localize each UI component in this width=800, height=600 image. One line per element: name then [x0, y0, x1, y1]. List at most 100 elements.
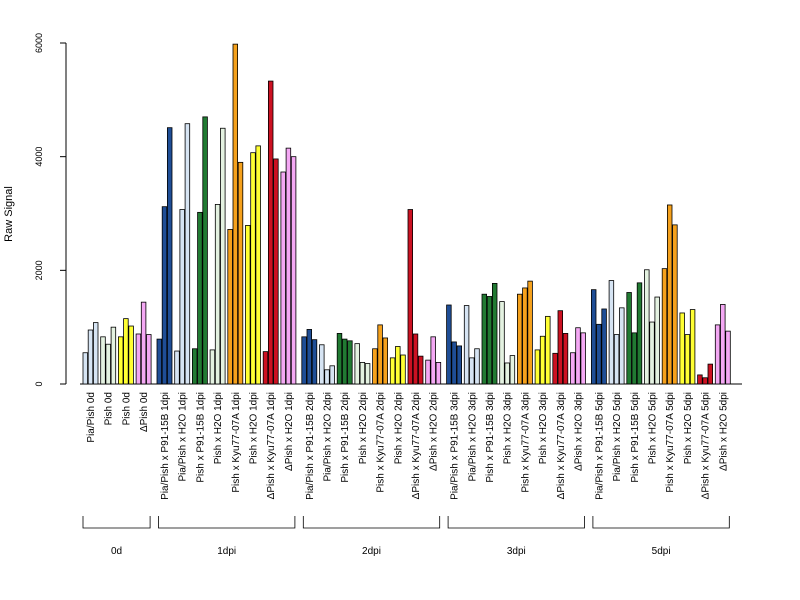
- bar: [166, 127, 173, 385]
- y-axis-label: Raw Signal: [3, 186, 15, 242]
- category-label: Pish 0d: [104, 392, 115, 425]
- bar: [509, 355, 516, 385]
- bar: [654, 296, 660, 385]
- group-brackets: 0d 1dpi 2dpi 3dpi 5dpi: [82, 516, 730, 557]
- bar: [87, 329, 94, 385]
- bar: [412, 333, 419, 385]
- bar: [486, 296, 493, 385]
- bar: [446, 304, 452, 385]
- bar: [491, 282, 498, 385]
- bar: [197, 211, 203, 385]
- bar: [522, 287, 528, 385]
- bar: [161, 206, 168, 385]
- bar: [517, 293, 523, 385]
- bar: [82, 352, 88, 385]
- bar: [504, 362, 510, 385]
- bar: [301, 336, 307, 385]
- bar: [725, 330, 731, 385]
- group-bracket: [158, 516, 296, 529]
- category-label: ΔPish x H2O 3dpi: [574, 392, 585, 471]
- bar: [596, 323, 602, 385]
- bar: [377, 324, 383, 385]
- bar: [469, 357, 475, 385]
- bar: [184, 123, 191, 385]
- bar: [273, 158, 279, 385]
- category-label: Pish x H2O 1dpi: [213, 392, 224, 464]
- category-label: Pish 0d: [121, 392, 132, 425]
- bar: [336, 333, 343, 385]
- bar: [626, 292, 632, 385]
- bar: [237, 161, 244, 385]
- category-label: Pish x H2O 1dpi: [249, 392, 260, 464]
- bar: [400, 354, 406, 385]
- bar: [135, 333, 142, 385]
- bar: [128, 325, 134, 385]
- bar: [214, 204, 221, 385]
- bar: [306, 329, 312, 385]
- category-label: Pish x H2O 3dpi: [538, 392, 549, 464]
- group-bracket: [592, 516, 730, 529]
- category-label: Pia/Pish x P91-15B 1dpi: [160, 392, 171, 500]
- category-label: Pish x H2O 5dpi: [648, 392, 659, 464]
- bar: [232, 43, 238, 385]
- bar: [539, 335, 546, 385]
- bar: [372, 348, 378, 385]
- bar: [347, 340, 353, 385]
- bar: [123, 318, 129, 385]
- bar: [702, 377, 708, 385]
- category-label: Pia/Pish x P91-15B 2dpi: [305, 392, 316, 500]
- y-axis: 0 2000 4000 6000: [34, 33, 67, 387]
- group-label: 5dpi: [652, 546, 671, 557]
- bar: [255, 145, 261, 385]
- bar: [499, 301, 505, 385]
- category-label: ΔPish 0d: [139, 392, 150, 432]
- bar: [324, 369, 330, 385]
- bar: [118, 336, 124, 385]
- group-label: 1dpi: [217, 546, 236, 557]
- bar: [267, 80, 274, 385]
- category-label: Pish x Kyu77-07A 2dpi: [376, 392, 387, 493]
- bar: [395, 346, 401, 385]
- bar: [636, 282, 643, 385]
- y-tick-label: 0: [34, 381, 44, 386]
- bar: [552, 352, 558, 385]
- category-label: ΔPish x Kyu77-07A 5dpi: [701, 392, 712, 499]
- group-bracket: [447, 516, 585, 529]
- category-label: ΔPish x H2O 2dpi: [429, 392, 440, 471]
- group-label: 2dpi: [362, 546, 381, 557]
- category-label: Pish x H2O 5dpi: [683, 392, 694, 464]
- bar: [262, 351, 269, 385]
- category-label: Pia/Pish x H2O 5dpi: [612, 392, 623, 482]
- bar: [220, 127, 226, 385]
- bar: [575, 327, 581, 385]
- category-label: Pish x P91-15B 1dpi: [195, 392, 206, 483]
- bar: [341, 338, 348, 385]
- bar: [191, 348, 198, 385]
- bar: [146, 334, 152, 385]
- group-bracket: [82, 516, 151, 529]
- category-label: Pia/Pish x H2O 3dpi: [467, 392, 478, 482]
- y-tick-label: 2000: [34, 260, 44, 280]
- y-tick-label: 4000: [34, 147, 44, 167]
- bar: [359, 361, 366, 385]
- bar: [100, 336, 106, 385]
- bar: [631, 332, 637, 385]
- category-label: Pish x H2O 2dpi: [393, 392, 404, 464]
- bar: [644, 269, 650, 385]
- bar: [562, 333, 569, 385]
- bar: [285, 147, 292, 385]
- group-bracket: [302, 516, 441, 529]
- bar: [354, 343, 360, 385]
- bar: [463, 305, 470, 385]
- bar: [364, 363, 371, 385]
- category-label: ΔPish x Kyu77-07A 1dpi: [266, 392, 277, 499]
- y-tick-label: 6000: [34, 33, 44, 53]
- bar: [527, 280, 533, 385]
- bar: [202, 116, 208, 385]
- group-label: 3dpi: [507, 546, 526, 557]
- bar: [481, 293, 487, 385]
- bar: [280, 171, 286, 385]
- bar: [557, 310, 563, 385]
- bar: [179, 209, 185, 385]
